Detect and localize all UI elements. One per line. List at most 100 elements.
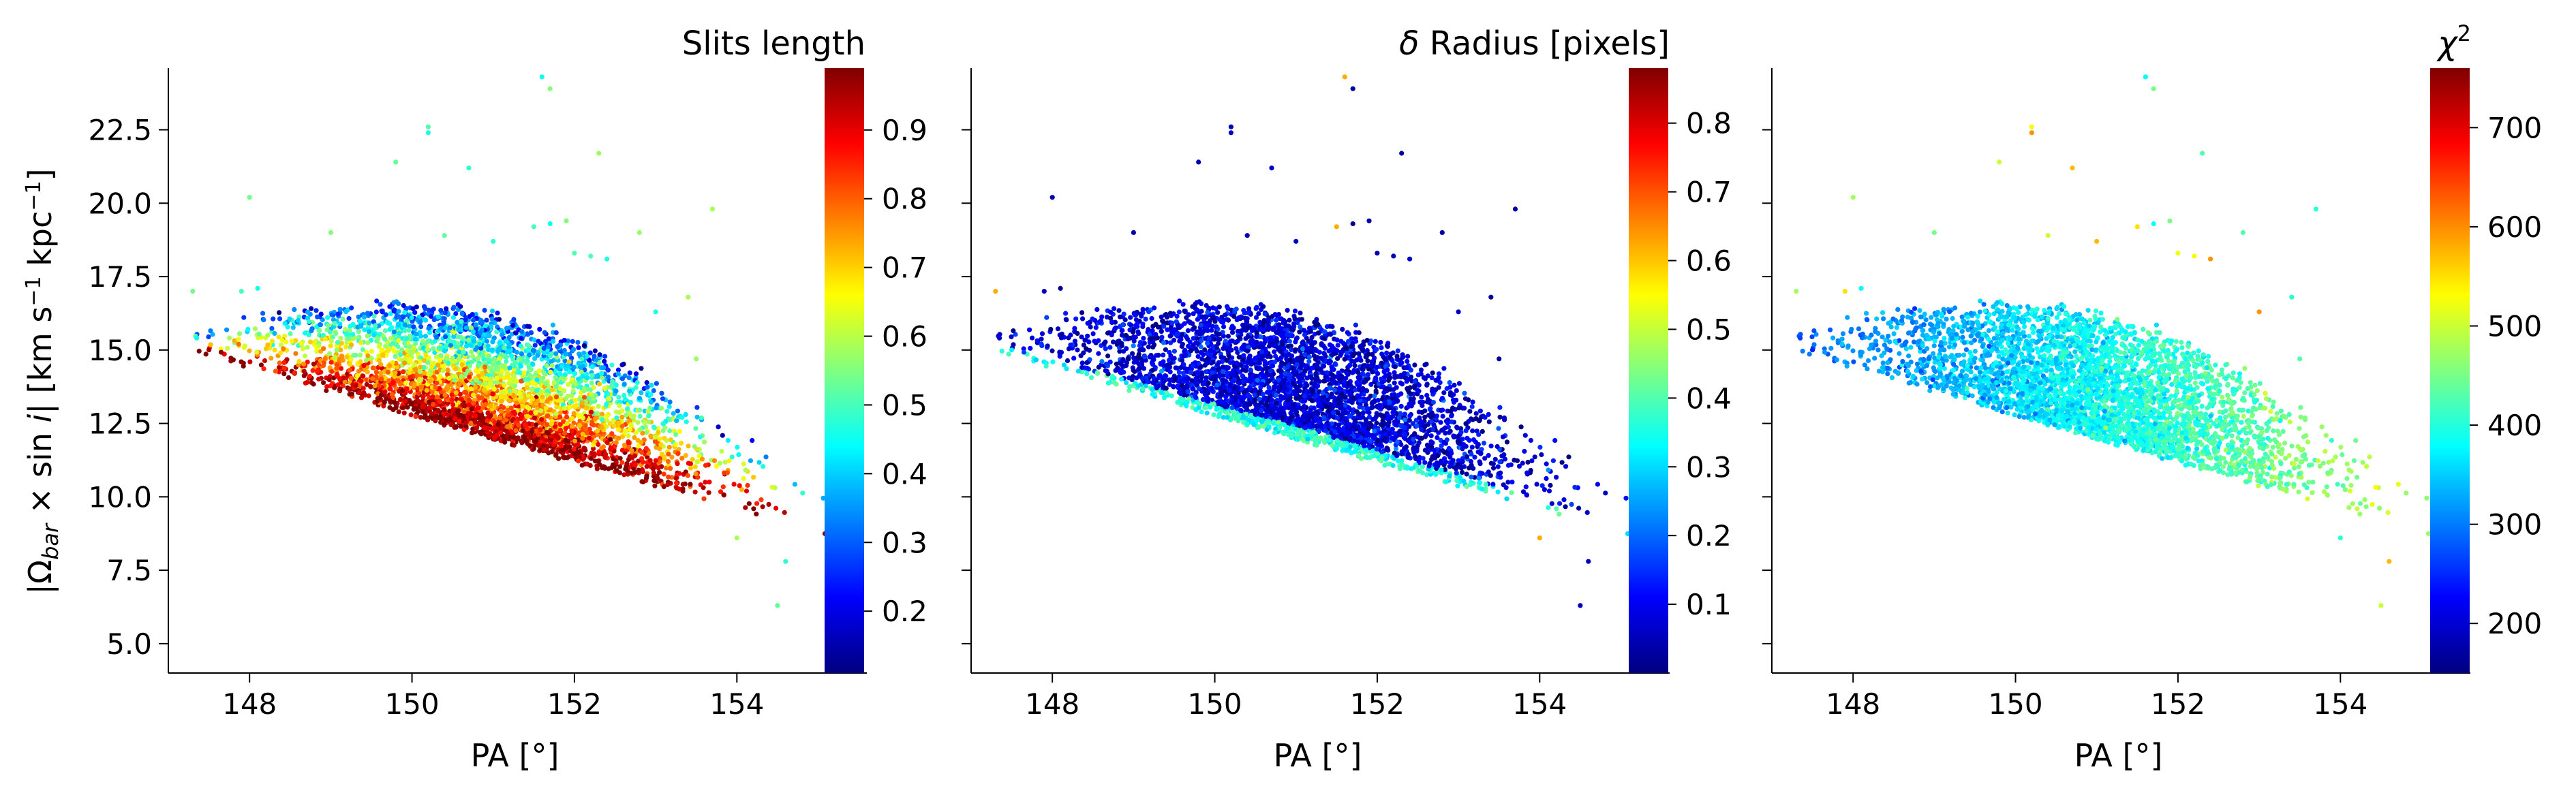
data-point — [328, 339, 334, 344]
data-point — [553, 330, 559, 335]
data-point — [602, 386, 608, 392]
colorbar-gradient — [825, 68, 864, 673]
data-point — [391, 300, 397, 305]
data-point — [678, 440, 684, 446]
data-point — [543, 339, 549, 344]
data-point — [523, 437, 530, 443]
data-point — [725, 437, 731, 443]
data-point — [617, 470, 623, 475]
data-point — [487, 433, 492, 439]
data-point — [356, 328, 361, 334]
data-point — [265, 332, 271, 338]
data-point — [637, 396, 643, 401]
data-point — [282, 333, 288, 339]
data-point — [488, 381, 493, 386]
data-point — [1392, 380, 1397, 386]
data-point — [347, 392, 352, 397]
data-point — [471, 317, 476, 323]
data-point — [478, 422, 485, 428]
data-point — [435, 314, 441, 319]
data-point — [271, 316, 276, 322]
panel-1: 148 150 152 1545.07.510.012.515.017.520.022… — [88, 25, 927, 774]
data-point — [697, 434, 703, 439]
data-point — [657, 446, 662, 452]
data-point — [639, 439, 644, 445]
data-point — [1552, 438, 1558, 443]
data-point — [1230, 330, 1236, 335]
data-point — [637, 427, 643, 433]
data-point — [549, 449, 555, 454]
data-point — [569, 393, 574, 398]
data-point — [385, 348, 391, 354]
data-point — [499, 328, 504, 333]
data-point — [442, 325, 448, 331]
data-point — [505, 374, 510, 379]
data-point — [1563, 464, 1569, 469]
data-point — [1379, 345, 1384, 350]
data-point — [504, 326, 510, 331]
data-point — [453, 390, 459, 396]
data-point — [1064, 317, 1069, 323]
data-point — [626, 375, 632, 381]
data-point — [754, 501, 760, 506]
data-point — [371, 313, 377, 319]
data-point — [586, 435, 592, 441]
data-point — [627, 388, 632, 394]
data-point — [442, 348, 448, 354]
data-point — [647, 458, 653, 463]
data-point — [269, 356, 274, 361]
data-point — [328, 360, 334, 365]
data-point — [497, 340, 502, 345]
data-point — [1111, 306, 1117, 311]
data-point — [1481, 440, 1487, 446]
data-point — [571, 364, 577, 370]
data-point — [1276, 368, 1282, 373]
data-point — [599, 371, 604, 376]
y-label-units: | [km s — [22, 307, 59, 414]
data-point — [1075, 347, 1080, 353]
data-point — [580, 435, 585, 441]
data-point — [629, 448, 634, 454]
data-point — [611, 423, 617, 428]
data-point — [356, 369, 362, 374]
data-point — [604, 440, 610, 446]
data-point — [639, 390, 644, 396]
data-point — [1063, 311, 1069, 316]
data-point — [465, 369, 470, 374]
data-point — [390, 341, 396, 346]
y-label-units2: kpc — [22, 211, 59, 277]
data-point — [464, 343, 470, 349]
data-point — [466, 397, 472, 403]
data-point — [624, 460, 630, 467]
data-point — [619, 408, 625, 413]
data-point — [455, 334, 461, 340]
data-point — [579, 356, 585, 362]
data-point — [382, 400, 387, 405]
data-point — [576, 345, 581, 350]
data-point — [671, 411, 676, 416]
data-point — [387, 304, 393, 309]
data-point — [401, 314, 406, 319]
data-point — [483, 376, 489, 381]
data-point — [316, 362, 322, 368]
data-point — [510, 377, 516, 382]
data-point — [532, 343, 538, 348]
data-point — [644, 380, 649, 386]
data-point — [236, 331, 243, 337]
colorbar-label: Slits length — [682, 25, 865, 63]
data-point — [520, 428, 525, 433]
data-point — [470, 392, 476, 398]
data-point — [390, 394, 396, 401]
data-point — [241, 315, 247, 320]
data-point — [1090, 331, 1096, 337]
data-point — [589, 373, 595, 379]
data-point — [1447, 380, 1452, 386]
data-point — [254, 349, 260, 355]
data-point — [628, 400, 634, 405]
data-point — [519, 438, 524, 443]
data-point — [530, 380, 536, 386]
data-point — [470, 430, 475, 436]
data-point — [523, 377, 528, 383]
data-point — [741, 475, 746, 482]
data-point — [570, 339, 575, 344]
